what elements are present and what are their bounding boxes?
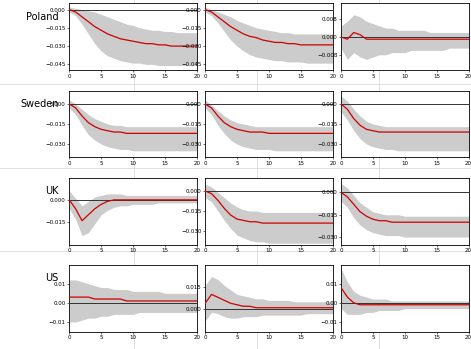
Text: Poland: Poland <box>26 12 59 22</box>
Text: US: US <box>46 273 59 283</box>
Text: UK: UK <box>45 186 59 195</box>
Text: Sweden: Sweden <box>20 98 59 109</box>
